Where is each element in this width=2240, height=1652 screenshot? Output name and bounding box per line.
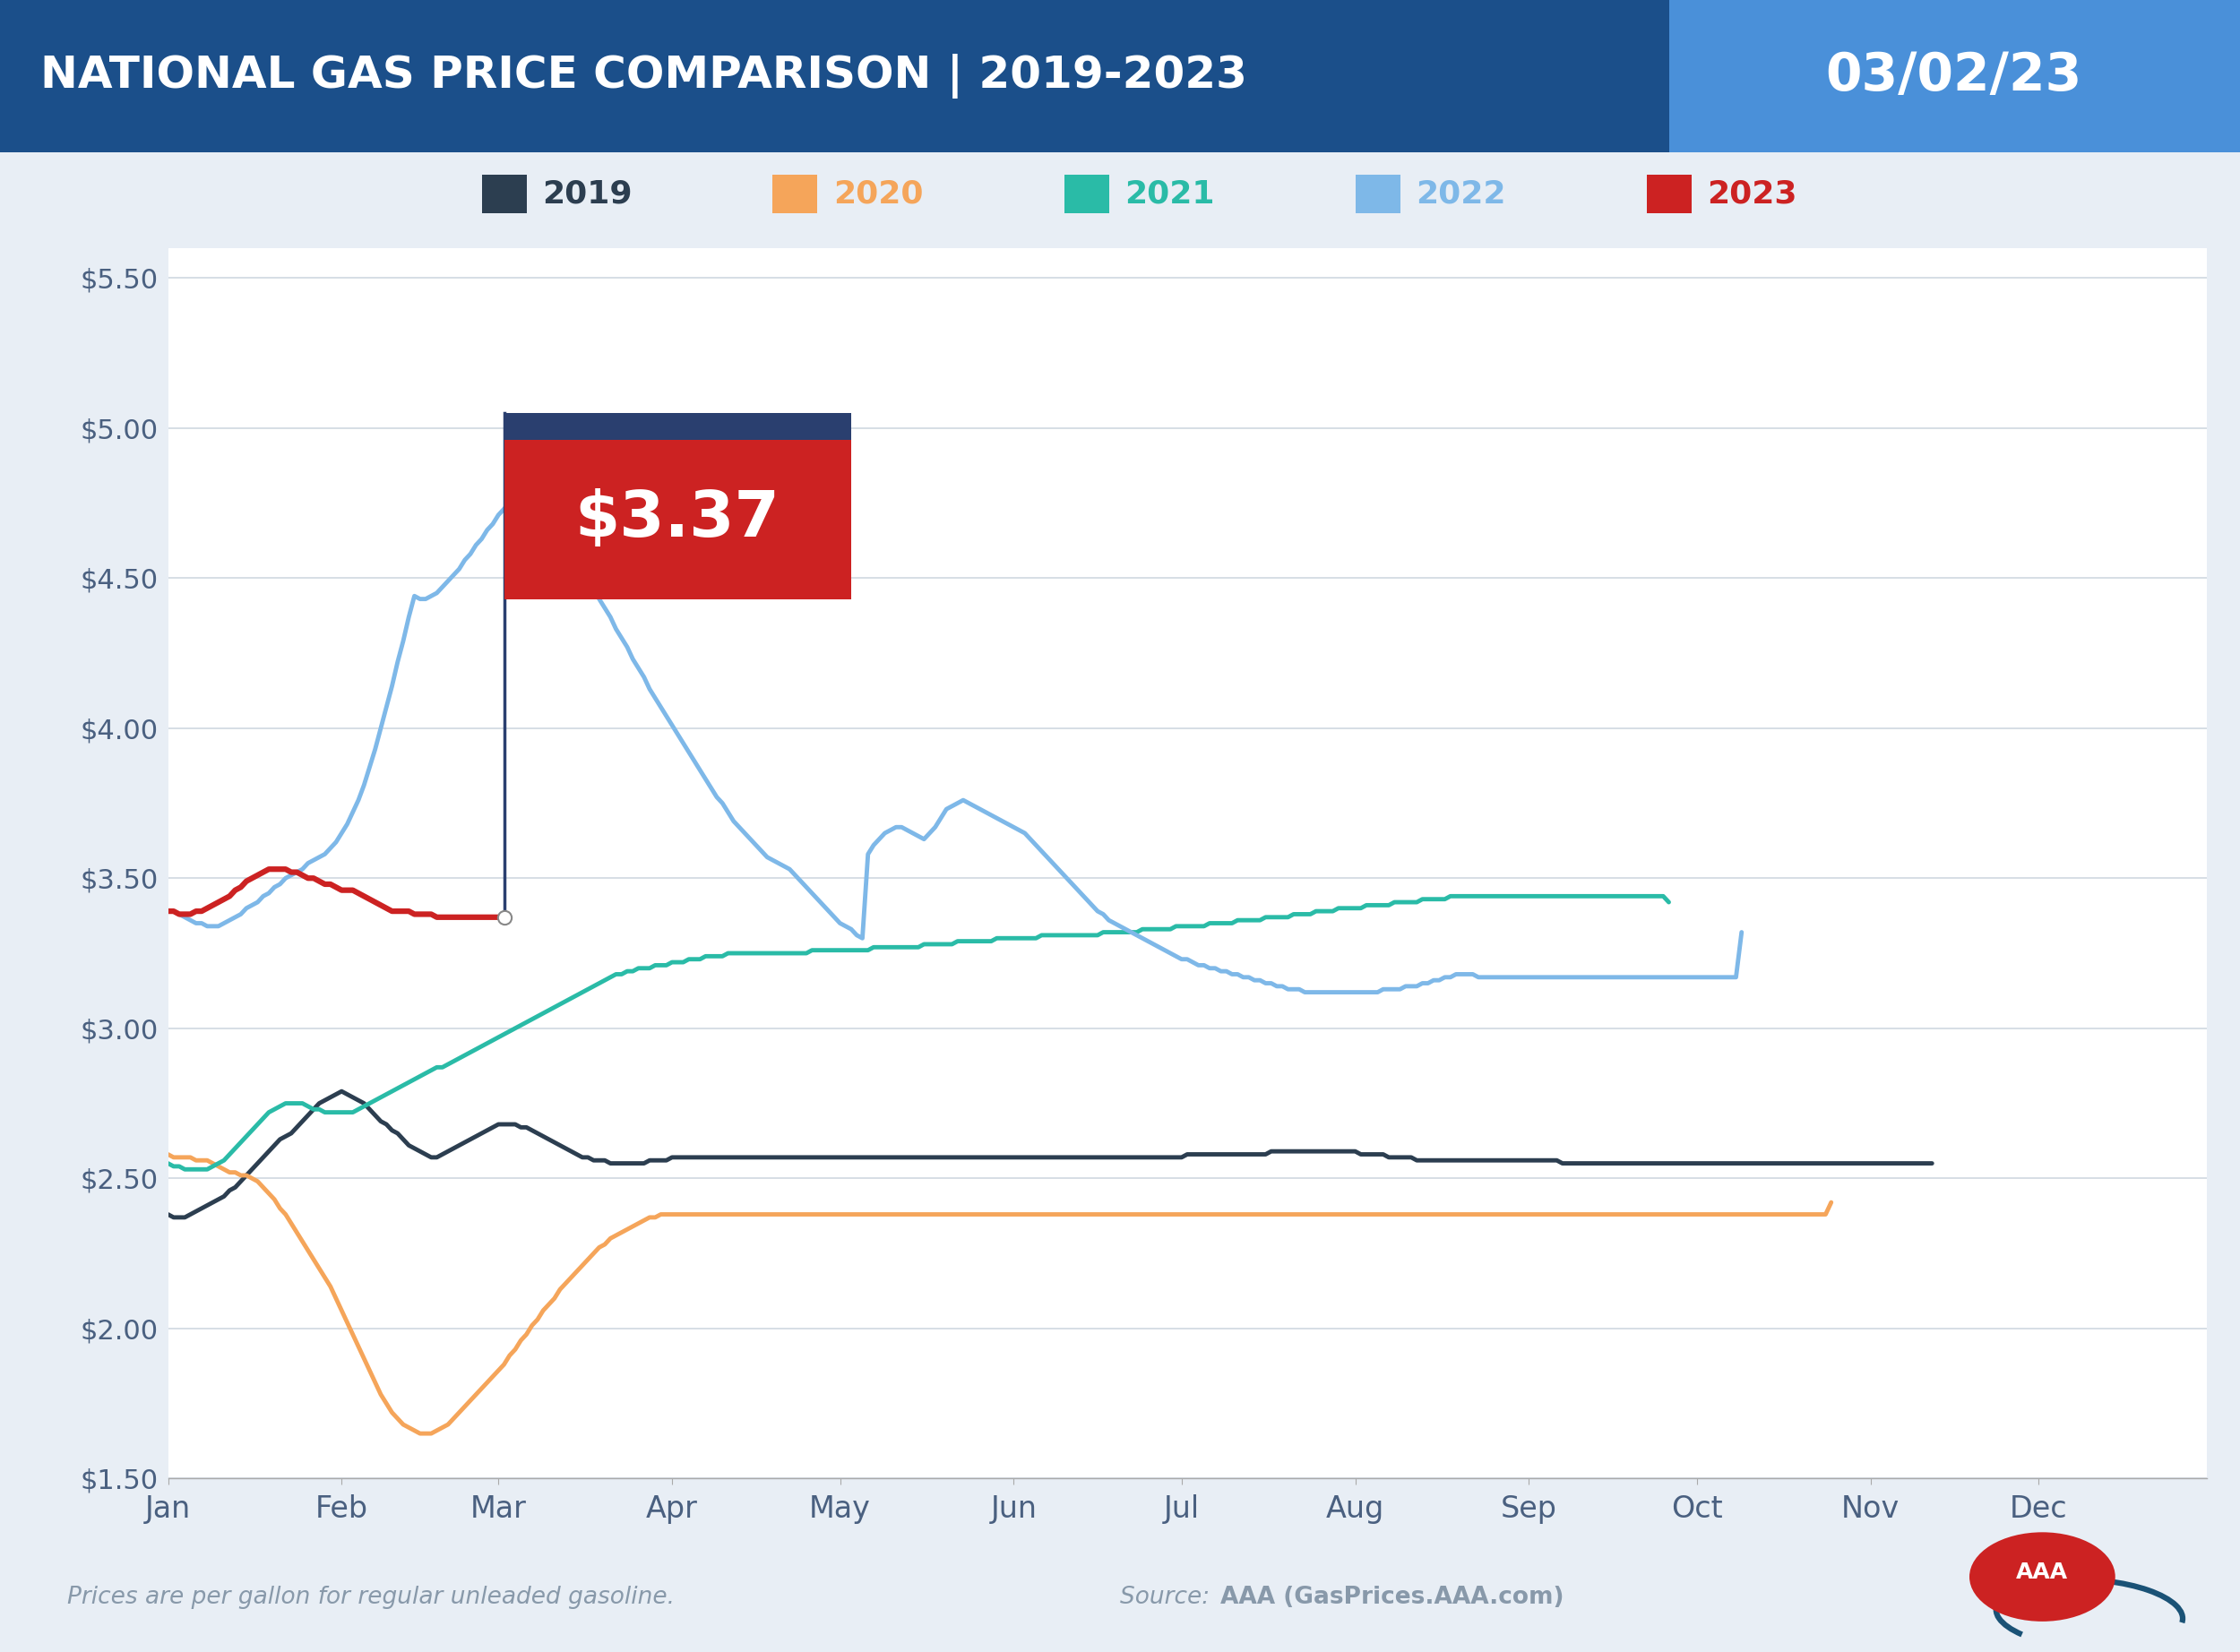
Bar — [504, 439, 851, 600]
Text: $3.37: $3.37 — [576, 489, 780, 550]
Text: Source:: Source: — [1120, 1586, 1216, 1609]
Bar — [1064, 175, 1109, 213]
Text: NATIONAL GAS PRICE COMPARISON | 2019-2023: NATIONAL GAS PRICE COMPARISON | 2019-202… — [40, 53, 1248, 99]
Text: 2022: 2022 — [1416, 178, 1505, 210]
Bar — [504, 413, 851, 439]
Bar — [1355, 175, 1400, 213]
Bar — [482, 175, 526, 213]
Text: 2021: 2021 — [1124, 178, 1214, 210]
Bar — [0, 0, 1669, 152]
Text: 2019: 2019 — [542, 178, 632, 210]
Text: 2023: 2023 — [1707, 178, 1796, 210]
Bar — [773, 175, 818, 213]
Ellipse shape — [1969, 1533, 2115, 1622]
Bar — [1669, 0, 2240, 152]
Text: 2020: 2020 — [833, 178, 923, 210]
Text: AAA (GasPrices.AAA.com): AAA (GasPrices.AAA.com) — [1221, 1586, 1564, 1609]
Text: AAA: AAA — [2016, 1561, 2068, 1583]
Text: Prices are per gallon for regular unleaded gasoline.: Prices are per gallon for regular unlead… — [67, 1586, 674, 1609]
Text: 03/02/23: 03/02/23 — [1826, 51, 2081, 101]
Bar — [1646, 175, 1691, 213]
